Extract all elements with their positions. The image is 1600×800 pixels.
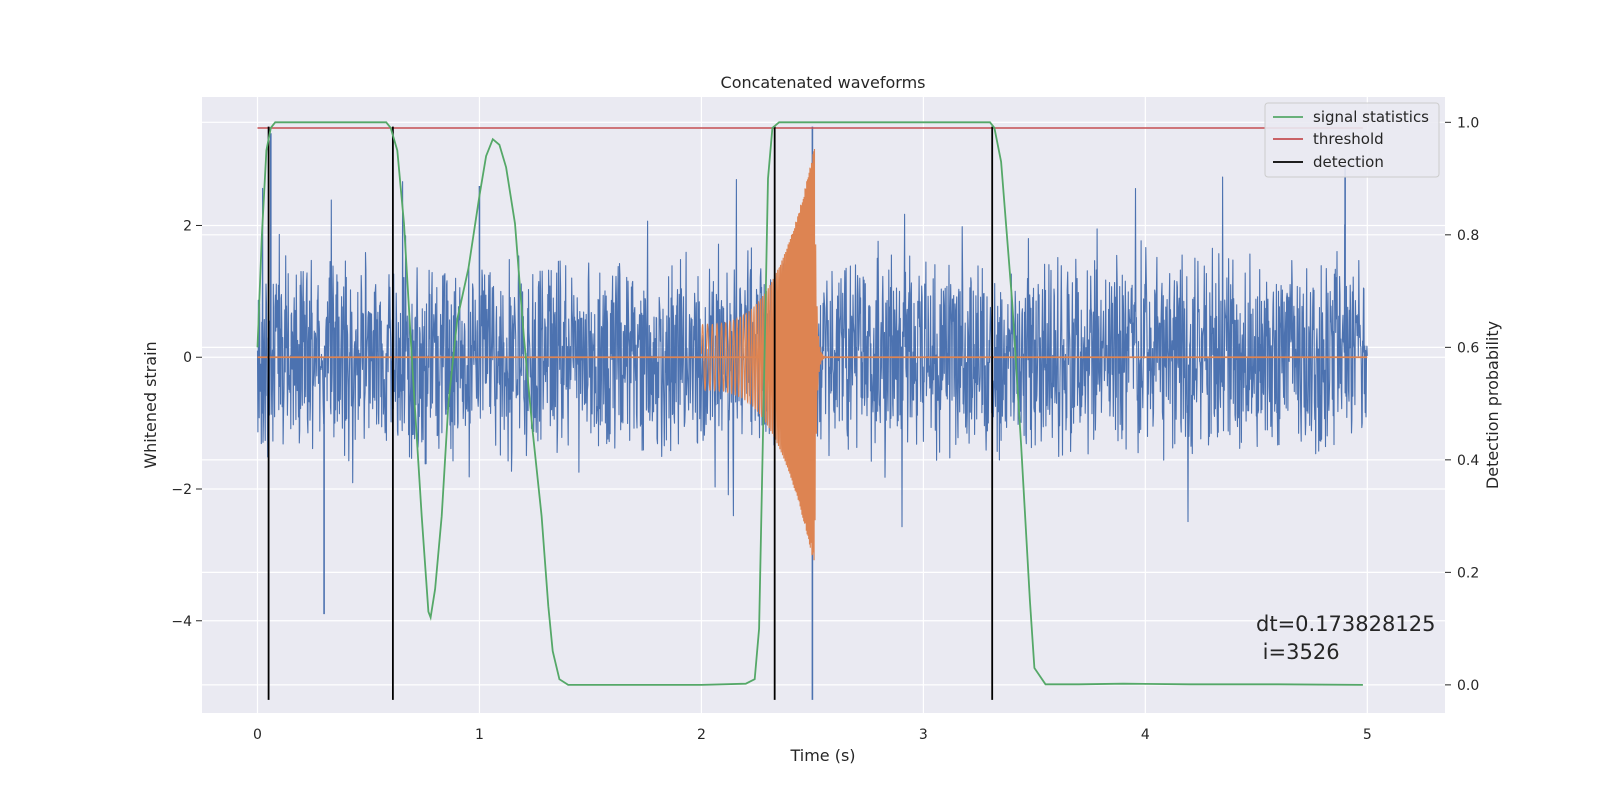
x-axis-label: Time (s) bbox=[789, 746, 855, 765]
detection-lines bbox=[267, 126, 994, 700]
y2-axis-ticks: 0.0 0.2 0.4 0.6 0.8 1.0 bbox=[1445, 115, 1479, 694]
y2-tick-label-2: 0.4 bbox=[1457, 453, 1479, 469]
y-tick-label-1: −2 bbox=[171, 482, 192, 498]
legend: signal statistics threshold detection bbox=[1264, 102, 1440, 178]
x-tick-label-3: 3 bbox=[919, 727, 928, 743]
y-axis-ticks: −4 −2 0 2 bbox=[171, 218, 202, 630]
injection-line bbox=[700, 148, 829, 561]
y2-tick-label-1: 0.2 bbox=[1457, 565, 1479, 581]
x-tick-label-4: 4 bbox=[1141, 727, 1150, 743]
signal-statistics-line bbox=[256, 121, 1363, 686]
y2-tick-label-5: 1.0 bbox=[1457, 115, 1479, 131]
legend-box bbox=[1264, 102, 1440, 178]
x-tick-label-5: 5 bbox=[1363, 727, 1372, 743]
legend-label-threshold: threshold bbox=[1313, 130, 1384, 148]
y-tick-label-0: −4 bbox=[171, 614, 192, 630]
x-axis-ticks: 0 1 2 3 4 5 bbox=[253, 727, 1372, 743]
legend-label-detection: detection bbox=[1313, 153, 1384, 171]
chart-title: Concatenated waveforms bbox=[721, 73, 926, 92]
y-tick-label-2: 0 bbox=[183, 350, 192, 366]
annotation-dt: dt=0.173828125 bbox=[1256, 612, 1435, 636]
x-tick-label-2: 2 bbox=[697, 727, 706, 743]
y-axis-label: Whitened strain bbox=[141, 341, 160, 468]
y-tick-label-3: 2 bbox=[183, 218, 192, 234]
y2-tick-label-4: 0.8 bbox=[1457, 228, 1479, 244]
x-tick-label-0: 0 bbox=[253, 727, 262, 743]
y2-tick-label-3: 0.6 bbox=[1457, 340, 1479, 356]
injection-series bbox=[257, 148, 1368, 561]
y2-axis-label: Detection probability bbox=[1483, 321, 1502, 489]
x-tick-label-1: 1 bbox=[475, 727, 484, 743]
y2-tick-label-0: 0.0 bbox=[1457, 678, 1479, 694]
annotation-index: i=3526 bbox=[1256, 640, 1340, 664]
legend-label-signal-statistics: signal statistics bbox=[1313, 108, 1429, 126]
